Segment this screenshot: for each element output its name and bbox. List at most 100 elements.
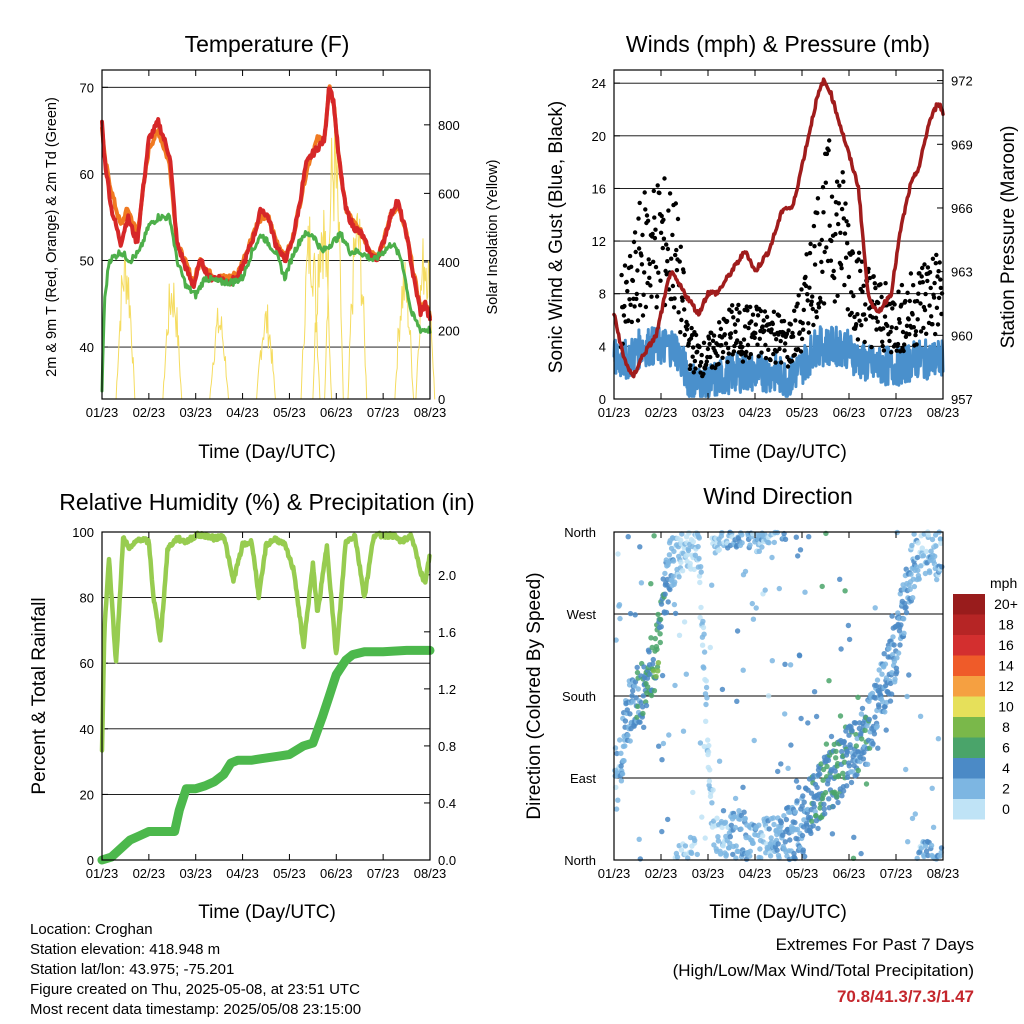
gust-point (748, 304, 753, 310)
direction-panel: Wind Direction Time (Day/UTC) Direction … (524, 483, 1018, 923)
direction-point (814, 784, 820, 791)
direction-point (835, 773, 842, 779)
direction-point (666, 552, 673, 558)
gust-point (849, 310, 854, 316)
direction-point (614, 750, 620, 757)
direction-point (658, 601, 665, 607)
x-tick-label: 03/23 (692, 405, 725, 420)
gust-point (706, 336, 712, 341)
gust-point (837, 183, 842, 188)
direction-point (925, 532, 932, 538)
x-tick-label: 01/23 (598, 866, 631, 881)
direction-point (795, 553, 801, 559)
direction-point (659, 828, 665, 835)
direction-point (799, 832, 806, 839)
gust-point (892, 302, 897, 307)
direction-point (638, 700, 644, 706)
direction-point (829, 831, 836, 837)
direction-point (929, 536, 936, 543)
gust-point (935, 322, 941, 327)
gust-point (914, 298, 920, 304)
direction-point (881, 651, 887, 657)
gust-point (753, 331, 758, 336)
gust-point (759, 350, 764, 355)
direction-point (917, 713, 924, 719)
gust-point (701, 371, 706, 377)
direction-point (634, 669, 641, 676)
colorbar-swatch (953, 696, 985, 717)
direction-point (703, 684, 710, 691)
colorbar-label: 8 (1002, 719, 1010, 735)
direction-point (901, 630, 907, 636)
gust-point (852, 314, 857, 320)
gust-point (760, 324, 765, 329)
direction-point (833, 755, 839, 761)
x-tick-label: 02/23 (133, 405, 166, 420)
x-tick-label: 04/23 (739, 405, 772, 420)
direction-point (863, 781, 870, 787)
direction-point (613, 806, 620, 812)
gust-point (827, 223, 832, 228)
direction-point (697, 740, 704, 746)
gust-point (819, 259, 824, 265)
plot-frame (613, 531, 944, 861)
direction-point (617, 615, 623, 622)
y-tick-label: 80 (80, 591, 94, 606)
gust-point (744, 304, 749, 309)
y2-tick-label: 1.6 (438, 625, 456, 640)
gust-point (839, 206, 845, 212)
direction-point (888, 691, 895, 697)
x-tick-label: 01/23 (86, 866, 119, 881)
gust-point (839, 266, 844, 271)
direction-point (938, 540, 944, 546)
gust-point (654, 294, 660, 299)
gust-point (639, 262, 645, 267)
gust-point (709, 330, 714, 336)
gust-point (846, 223, 851, 228)
gust-point (652, 235, 658, 241)
gust-point (810, 294, 815, 299)
colorbar-label: 12 (998, 678, 1014, 694)
direction-point (806, 534, 812, 540)
gust-point (686, 341, 691, 346)
gust-point (653, 227, 658, 232)
direction-point (871, 731, 878, 737)
direction-point (794, 798, 800, 804)
direction-point (738, 826, 744, 832)
direction-point (928, 548, 934, 554)
direction-point (920, 553, 927, 559)
direction-point (787, 837, 793, 843)
gust-point (903, 298, 908, 304)
direction-point (671, 548, 677, 555)
colorbar-label: 6 (1002, 740, 1010, 756)
solar-insolation-spike (312, 209, 333, 400)
direction-point (876, 704, 882, 710)
colorbar-swatch (953, 737, 985, 758)
direction-point (687, 560, 693, 567)
gust-point (938, 285, 943, 291)
gust-point (806, 330, 812, 335)
direction-point (821, 801, 827, 807)
direction-point (820, 777, 826, 783)
direction-point (705, 749, 712, 755)
gust-point (932, 280, 937, 286)
gust-point (675, 216, 681, 222)
direction-point (915, 567, 921, 574)
direction-point (776, 855, 782, 861)
gust-point (896, 289, 901, 294)
x-tick-label: 05/23 (273, 866, 306, 881)
direction-point (672, 682, 678, 689)
gust-point (811, 223, 817, 229)
direction-point (774, 847, 780, 853)
winds-panel: Winds (mph) & Pressure (mb) Time (Day/UT… (546, 31, 1019, 463)
colorbar-swatch (953, 676, 985, 697)
direction-point (771, 821, 777, 828)
direction-point (672, 579, 678, 585)
y-tick-label: 24 (592, 76, 606, 91)
direction-title: Wind Direction (703, 483, 853, 509)
direction-point (797, 547, 804, 553)
direction-point (618, 778, 625, 784)
x-tick-label: 02/23 (133, 866, 166, 881)
gust-point (918, 301, 923, 306)
